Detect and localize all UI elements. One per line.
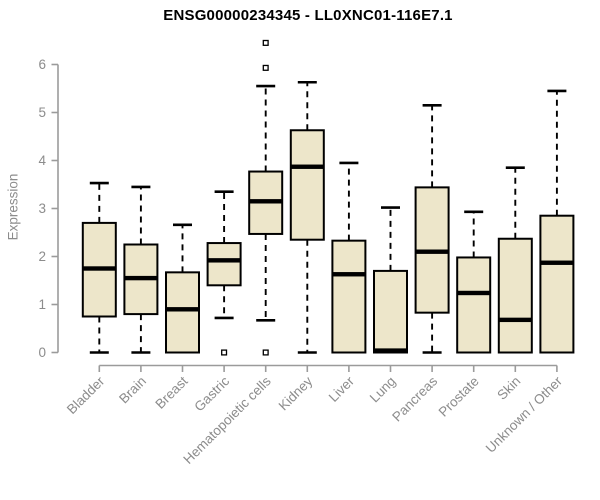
outlier-hematopoietic-cells-2	[262, 349, 269, 356]
x-tick-label-bladder: Bladder	[64, 373, 108, 417]
y-tick-label-3: 3	[38, 201, 46, 216]
box-gastric	[206, 242, 242, 287]
y-tick-label-0: 0	[38, 345, 46, 360]
x-tick-label-kidney: Kidney	[276, 373, 316, 413]
outlier-hematopoietic-cells-1	[262, 64, 269, 71]
median-bladder	[82, 266, 116, 271]
median-brain	[124, 275, 158, 281]
median-liver	[332, 272, 366, 277]
y-tick-label-4: 4	[38, 153, 46, 168]
median-breast	[166, 307, 199, 312]
median-unknown-other	[540, 260, 574, 265]
median-prostate	[457, 290, 491, 296]
box-liver	[331, 239, 367, 354]
median-pancreas	[415, 249, 449, 254]
median-kidney	[290, 164, 324, 169]
box-skin	[497, 237, 533, 354]
median-lung	[374, 348, 407, 353]
chart-title: ENSG00000234345 - LL0XNC01-116E7.1	[163, 7, 453, 24]
outlier-gastric-0	[221, 349, 228, 356]
x-tick-label-brain: Brain	[116, 374, 149, 407]
box-unknown-other	[539, 214, 575, 354]
median-skin	[498, 317, 532, 323]
y-tick-label-1: 1	[38, 297, 46, 312]
outlier-hematopoietic-cells-0	[262, 39, 269, 46]
x-tick-label-skin: Skin	[494, 374, 523, 403]
median-gastric	[207, 258, 241, 263]
x-tick-label-prostate: Prostate	[436, 374, 482, 420]
x-tick-label-breast: Breast	[152, 373, 190, 411]
median-hematopoietic-cells	[249, 199, 283, 204]
x-tick-label-unknown-other: Unknown / Other	[483, 373, 566, 456]
x-tick-label-liver: Liver	[326, 373, 358, 405]
y-tick-label-5: 5	[38, 105, 46, 120]
x-tick-label-lung: Lung	[367, 374, 399, 406]
y-tick-label-6: 6	[38, 57, 46, 72]
box-lung	[373, 269, 408, 354]
x-tick-label-gastric: Gastric	[191, 373, 232, 414]
box-kidney	[289, 129, 325, 241]
y-tick-label-2: 2	[38, 249, 46, 264]
box-prostate	[456, 256, 492, 354]
box-breast	[165, 271, 200, 354]
x-tick-label-pancreas: Pancreas	[389, 373, 440, 424]
